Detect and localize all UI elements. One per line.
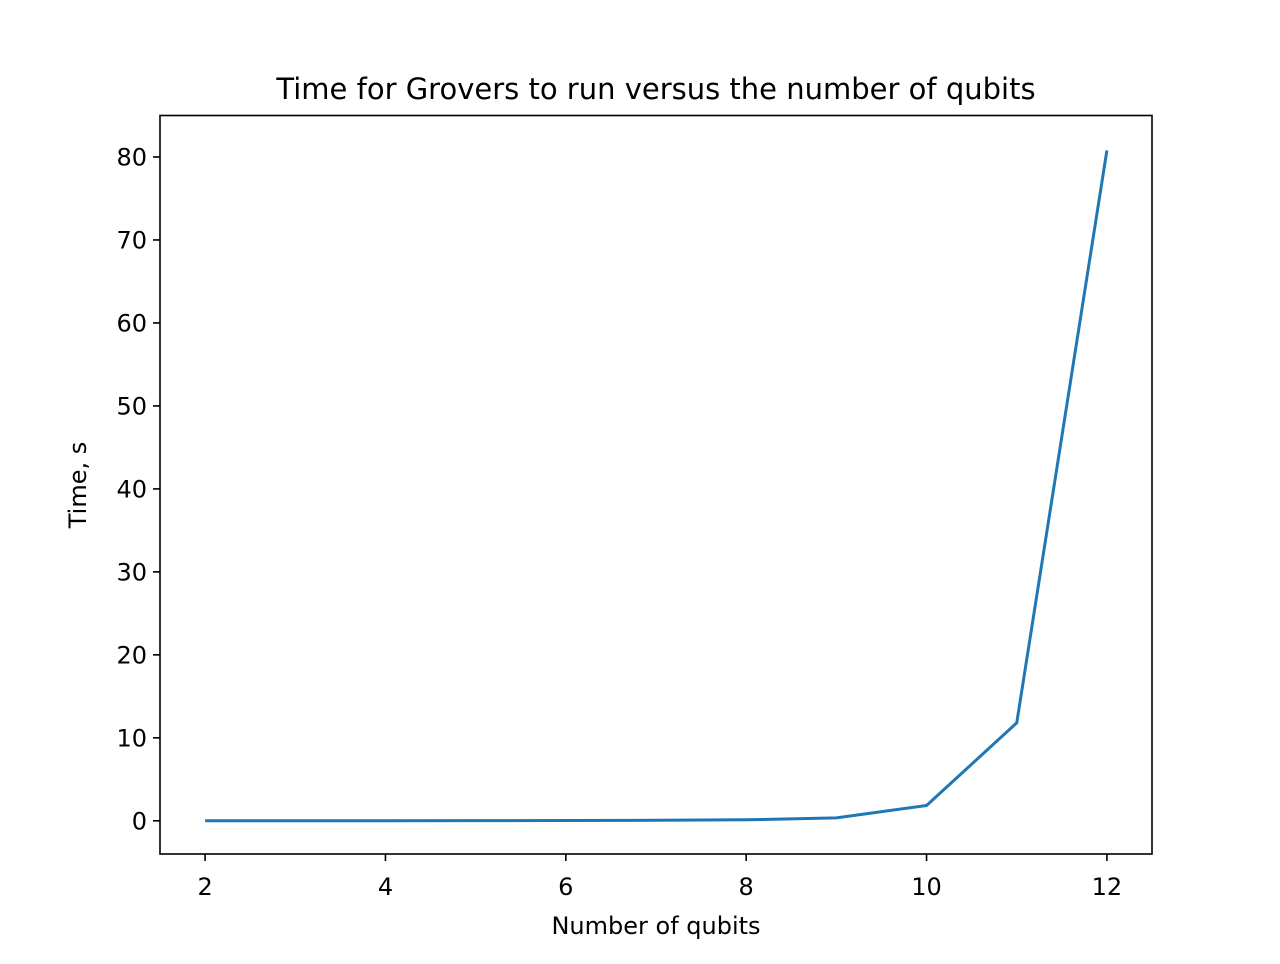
x-tick-label: 10 bbox=[911, 873, 942, 901]
series-line-1 bbox=[205, 150, 1109, 823]
y-tick-label: 80 bbox=[116, 143, 147, 171]
y-tick-label: 20 bbox=[116, 641, 147, 669]
x-tick-label: 12 bbox=[1092, 873, 1123, 901]
y-axis-label: Time, s bbox=[64, 442, 92, 530]
x-axis: 2 4 6 8 10 12 bbox=[197, 854, 1122, 901]
y-tick-label: 40 bbox=[116, 475, 147, 503]
x-axis-label: Number of qubits bbox=[551, 912, 760, 940]
x-tick-label: 8 bbox=[739, 873, 754, 901]
y-tick-label: 30 bbox=[116, 558, 147, 586]
y-tick-label: 70 bbox=[116, 226, 147, 254]
axes-frame bbox=[159, 114, 1153, 855]
y-tick-label: 10 bbox=[116, 724, 147, 752]
plot-area bbox=[205, 150, 1109, 823]
x-tick-label: 2 bbox=[197, 873, 212, 901]
y-axis: 0 10 20 30 40 50 60 70 80 bbox=[116, 143, 160, 835]
y-tick-label: 50 bbox=[116, 392, 147, 420]
y-tick-label: 0 bbox=[132, 807, 147, 835]
x-tick-label: 6 bbox=[558, 873, 573, 901]
x-tick-label: 4 bbox=[378, 873, 393, 901]
y-tick-label: 60 bbox=[116, 309, 147, 337]
chart-title: Time for Grovers to run versus the numbe… bbox=[275, 72, 1035, 106]
